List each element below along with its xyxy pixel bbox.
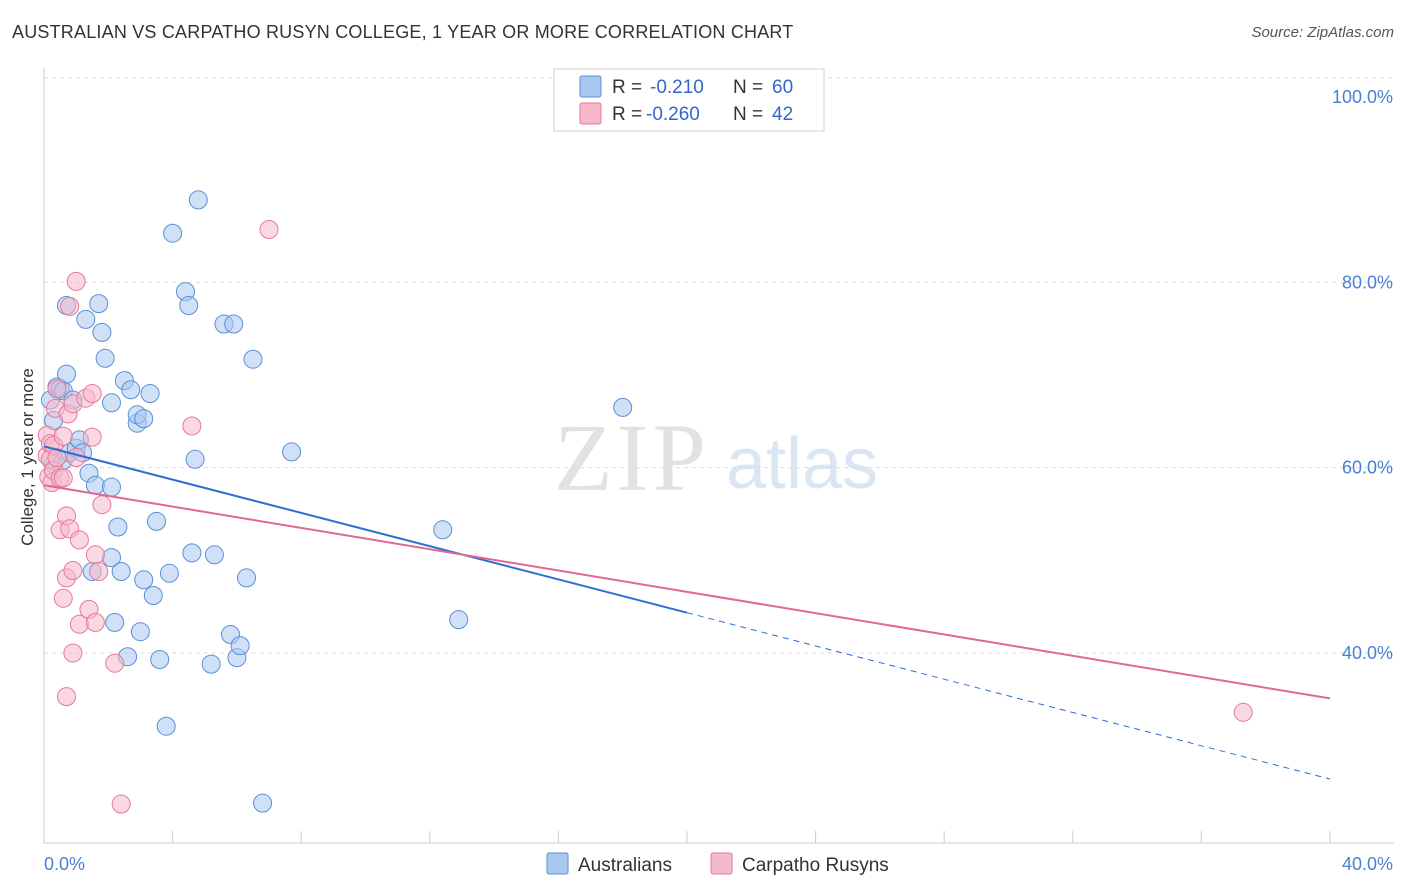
- carpatho-rusyns-point: [259, 220, 279, 239]
- correlation-legend: R = -0.210 N = 60 R = -0.260 N = 42: [553, 68, 825, 132]
- australians-point: [243, 349, 263, 369]
- legend-n-value-1: 60: [772, 77, 793, 98]
- x-tick-label-max: 40.0%: [1342, 854, 1393, 874]
- australians-point: [121, 380, 141, 400]
- legend-r-value-1: -0.210: [650, 77, 704, 98]
- australians-point: [163, 223, 183, 243]
- australians-point: [179, 296, 199, 315]
- legend-swatch-australians: [579, 75, 602, 98]
- carpatho-rusyns-point: [53, 426, 73, 446]
- australians-point: [230, 636, 250, 656]
- australians-point: [134, 409, 154, 429]
- carpatho-rusyns-point: [105, 653, 125, 673]
- carpatho-rusyns-point: [85, 612, 105, 632]
- y-tick-label-80: 80.0%: [1342, 272, 1393, 292]
- australians-point: [134, 570, 154, 590]
- australians-point: [150, 650, 170, 669]
- carpatho-rusyns-point: [69, 530, 89, 550]
- carpatho-rusyns-trend-line: [43, 484, 1331, 700]
- legend-swatch-carpatho-rusyns: [579, 102, 602, 125]
- australians-point: [147, 511, 166, 531]
- carpatho-rusyns-point: [182, 416, 202, 436]
- australians-point: [613, 397, 633, 417]
- axes: [43, 68, 1394, 844]
- legend-r-value-2: -0.260: [646, 104, 700, 125]
- y-tick-label-60: 60.0%: [1342, 458, 1393, 478]
- carpatho-rusyns-point: [89, 562, 109, 581]
- carpatho-rusyns-point: [53, 588, 73, 608]
- australians-point: [253, 793, 273, 813]
- australians-point: [188, 190, 208, 210]
- series-legend-swatch-australians: [546, 852, 569, 875]
- carpatho-rusyns-point: [60, 296, 80, 316]
- australians-point: [237, 568, 256, 588]
- carpatho-rusyns-point: [92, 495, 112, 515]
- series-legend-label-australians: Australians: [578, 855, 672, 876]
- australians-trend-line-extension: [686, 612, 1331, 780]
- australians-point: [130, 622, 150, 642]
- carpatho-rusyns-point: [53, 468, 73, 488]
- series-legend-label-carpatho-rusyns: Carpatho Rusyns: [742, 855, 889, 876]
- series-legend-swatch-carpatho-rusyns: [710, 852, 733, 875]
- carpatho-rusyns-point: [85, 545, 105, 565]
- carpatho-rusyns-point: [82, 427, 102, 447]
- carpatho-rusyns-point: [47, 448, 67, 467]
- y-tick-labels: 40.0% 60.0% 80.0% 100.0%: [1332, 87, 1393, 663]
- australians-point: [143, 586, 163, 605]
- trend-lines: [43, 445, 1331, 780]
- australians-point: [111, 562, 131, 581]
- australians-point: [182, 543, 202, 563]
- australians-trend-line: [43, 445, 688, 614]
- carpatho-rusyns-point: [1233, 702, 1253, 722]
- y-axis-label: College, 1 year or more: [18, 368, 37, 546]
- australians-point: [201, 654, 221, 674]
- australians-point: [85, 475, 105, 495]
- watermark-atlas: atlas: [726, 424, 878, 504]
- y-tick-label-40: 40.0%: [1342, 643, 1393, 663]
- australians-point: [185, 449, 205, 469]
- carpatho-rusyns-point: [82, 384, 102, 403]
- watermark-zip: ZIP: [554, 404, 710, 511]
- x-ticks: [43, 831, 1331, 843]
- carpatho-rusyns-point: [47, 379, 67, 399]
- carpatho-rusyns-point: [66, 448, 86, 467]
- x-tick-label-min: 0.0%: [44, 854, 85, 874]
- australians-point: [449, 610, 469, 630]
- carpatho-rusyns-point: [63, 643, 83, 663]
- chart-title: AUSTRALIAN VS CARPATHO RUSYN COLLEGE, 1 …: [12, 22, 794, 42]
- legend-n-label-2: N =: [733, 104, 763, 125]
- australians-point: [108, 517, 128, 537]
- australians-point: [159, 563, 179, 583]
- australians-point: [76, 309, 96, 329]
- australians-point: [95, 348, 115, 368]
- y-tick-label-100: 100.0%: [1332, 87, 1393, 107]
- legend-n-value-2: 42: [772, 104, 793, 125]
- carpatho-rusyns-point: [66, 271, 86, 291]
- australians-point: [105, 612, 125, 632]
- australians-point: [433, 520, 453, 540]
- australians-point: [282, 442, 302, 462]
- australians-points: [40, 190, 633, 813]
- carpatho-rusyns-point: [111, 794, 131, 814]
- carpatho-rusyns-point: [57, 687, 76, 707]
- legend-n-label-1: N =: [733, 77, 763, 98]
- australians-point: [102, 393, 121, 413]
- australians-point: [140, 384, 160, 403]
- source-label: Source: ZipAtlas.com: [1251, 24, 1394, 41]
- australians-point: [204, 545, 224, 565]
- legend-r-label-1: R =: [612, 77, 642, 98]
- series-legend: Australians Carpatho Rusyns: [546, 852, 889, 876]
- australians-point: [224, 314, 244, 334]
- australians-point: [89, 294, 109, 314]
- carpatho-rusyns-points: [37, 220, 1253, 814]
- carpatho-rusyns-point: [63, 561, 83, 580]
- australians-point: [92, 322, 112, 342]
- australians-point: [102, 477, 121, 497]
- legend-r-label-2: R =: [612, 104, 642, 125]
- australians-point: [156, 716, 176, 736]
- australians-point: [57, 364, 76, 384]
